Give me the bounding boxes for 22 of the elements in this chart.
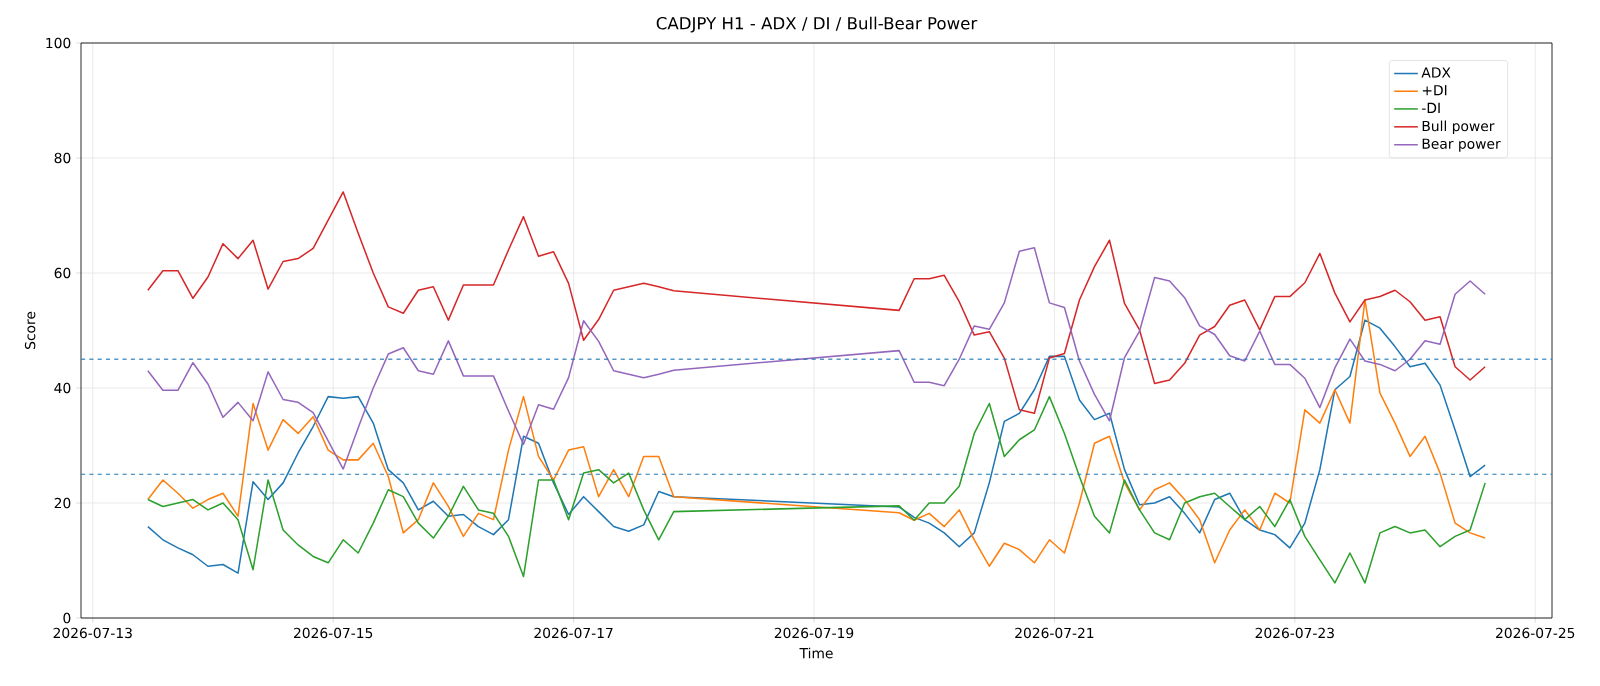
y-tick-label: 80 [54,152,71,164]
y-tick-label: 20 [54,497,71,509]
y-tick-label: 0 [63,612,71,624]
x-tick-label: 2026-07-13 [53,627,132,639]
legend-label: Bear power [1422,138,1501,152]
line-series [147,395,1486,584]
y-tick-label: 40 [54,382,71,394]
y-tick-label: 60 [54,267,71,279]
x-tick-label: 2026-07-19 [774,627,854,639]
legend-label: -DI [1422,102,1440,113]
legend-label: +DI [1422,85,1447,96]
x-tick-label: 2026-07-15 [293,627,373,639]
x-tick-label: 2026-07-21 [1015,627,1094,639]
y-axis-title: Score [24,311,36,349]
legend-label: Bull power [1422,120,1495,134]
x-tick-label: 2026-07-17 [534,627,613,639]
legend-label: ADX [1421,67,1451,78]
x-tick-label: 2026-07-23 [1255,627,1334,639]
chart-title: CADJPY H1 - ADX / DI / Bull-Bear Power [656,16,978,33]
y-tick-label: 100 [46,37,71,49]
x-tick-label: 2026-07-25 [1496,627,1575,639]
x-axis-title: Time [799,647,833,659]
